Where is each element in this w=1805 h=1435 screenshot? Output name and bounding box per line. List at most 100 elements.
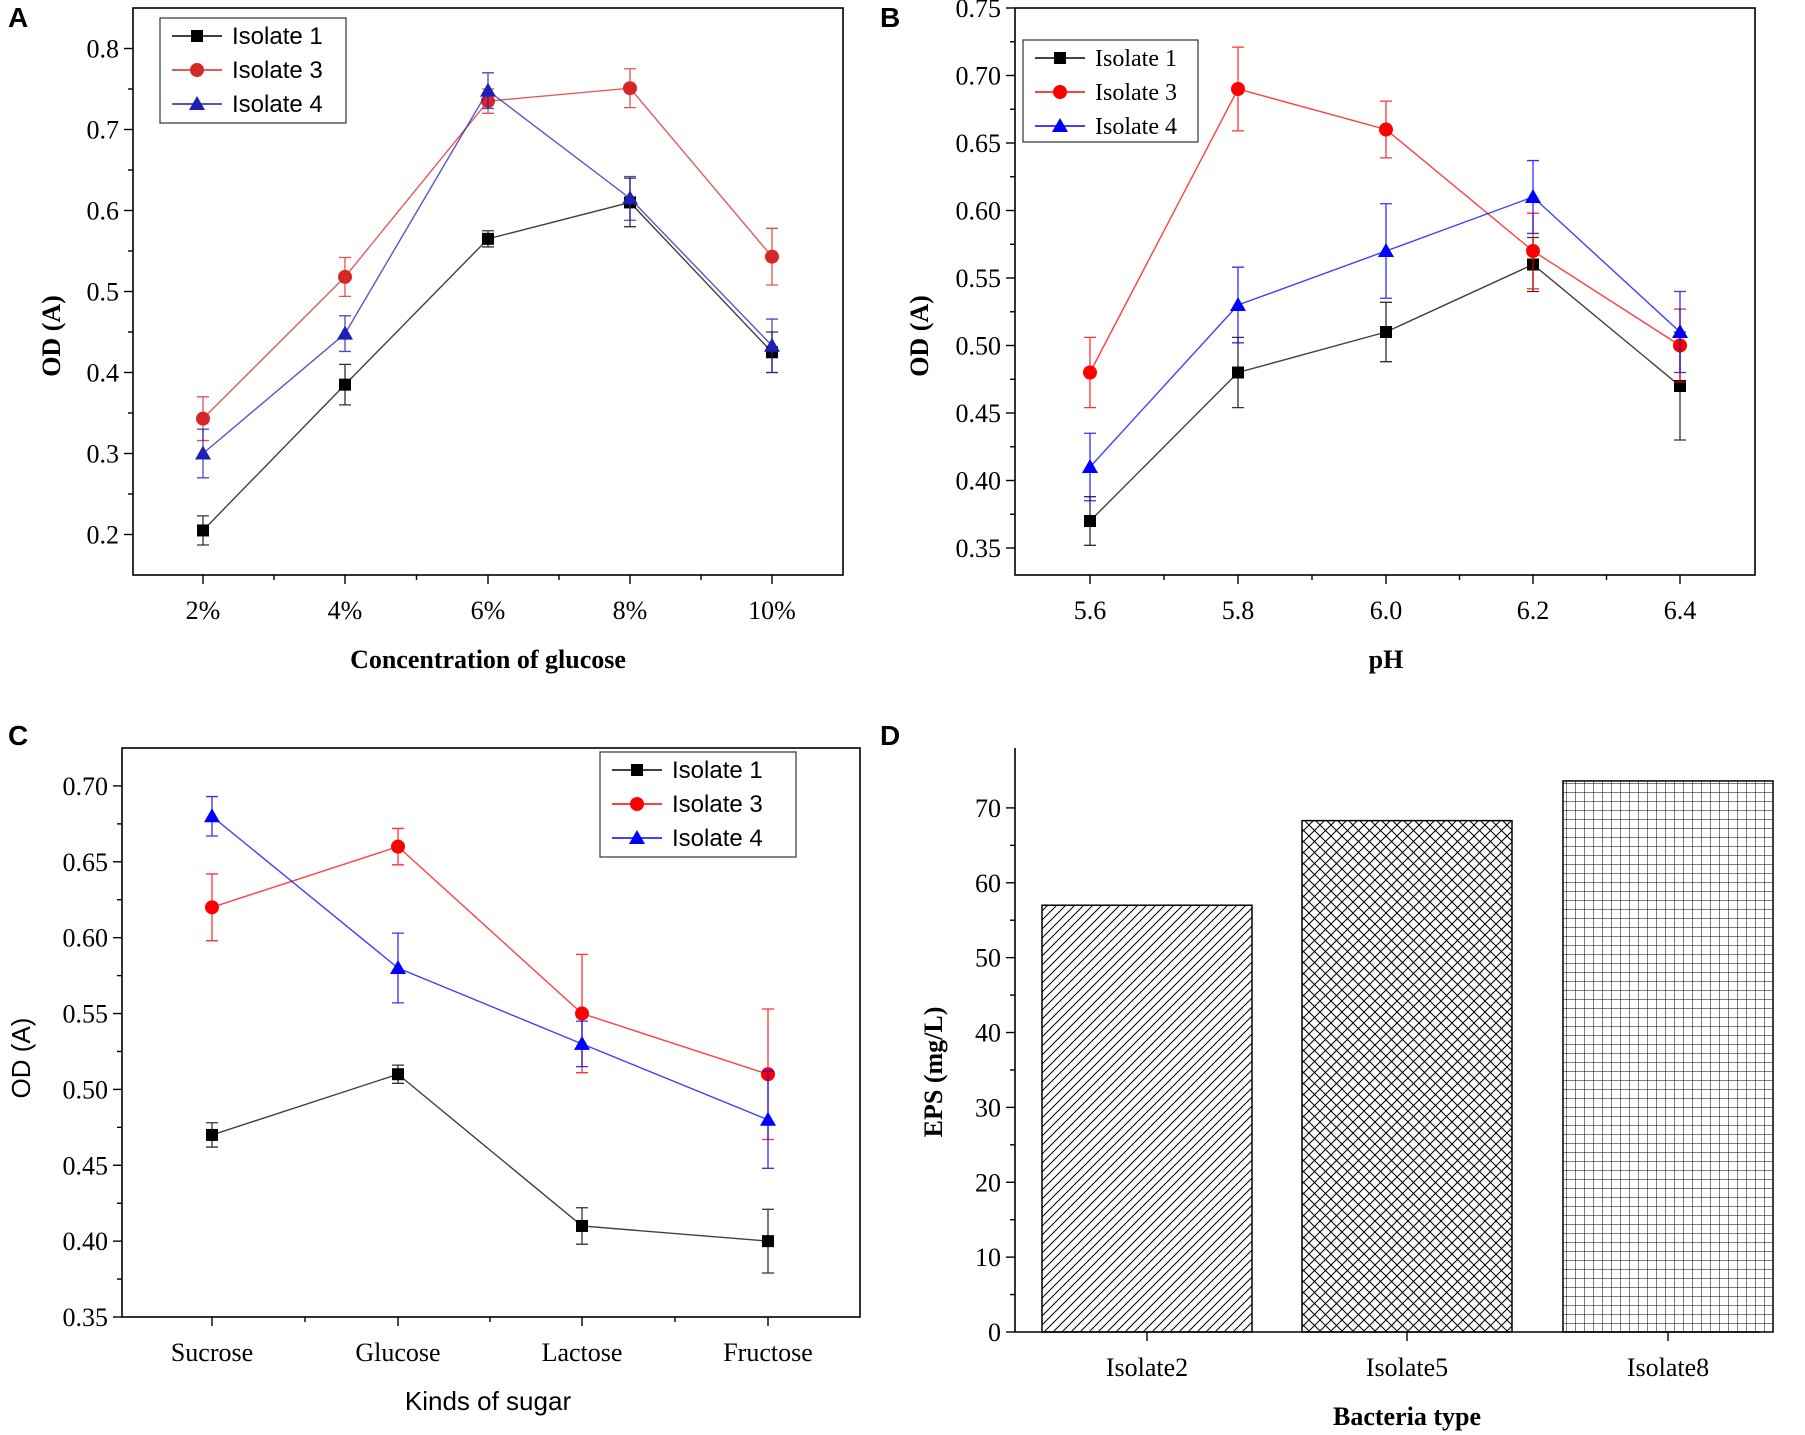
panel-d-ytick-label: 0 <box>988 1318 1001 1347</box>
data-point-square <box>206 1128 218 1141</box>
bar-isolate8 <box>1562 780 1774 1333</box>
panel-c: C 0.35 0.40 0.45 0.50 0.55 0.60 0.65 0.70 Sucros… <box>6 720 861 1416</box>
panel-a: A 0.2 0.3 0.4 0.5 0.6 0.7 0.8 2% 4% 6% 8% 10% Isola… <box>8 2 844 674</box>
panel-c-ytick-label: 0.45 <box>63 1151 109 1180</box>
data-point-triangle <box>760 1111 776 1126</box>
panel-a-ytick-label: 0.6 <box>87 197 120 226</box>
panel-b-xtick-label: 5.6 <box>1074 596 1107 625</box>
panel-a-xtick-label: 6% <box>471 596 506 625</box>
data-point-square <box>576 1219 588 1232</box>
panel-b-legend: Isolate 1 Isolate 3 Isolate 4 <box>1022 39 1199 143</box>
data-point-circle <box>391 839 405 854</box>
panel-c-ylabel: OD (A) <box>6 1018 36 1099</box>
series-line-isolate-4 <box>211 815 769 1121</box>
panel-c-xlabel: Kinds of sugar <box>405 1386 572 1416</box>
panel-b-xtick-label: 6.2 <box>1517 596 1550 625</box>
panel-b-ytick-label: 0.35 <box>956 534 1002 563</box>
data-point-square <box>762 1235 774 1248</box>
panel-letter-c: C <box>8 720 28 751</box>
legend-marker-triangle <box>189 96 205 110</box>
data-point-circle <box>1083 365 1097 380</box>
panel-b-xtick-label: 5.8 <box>1222 596 1255 625</box>
panel-a-legend: Isolate 1 Isolate 3 Isolate 4 <box>159 17 347 124</box>
panel-b-xtick-label: 6.0 <box>1370 596 1403 625</box>
panel-d-ytick-label: 70 <box>975 794 1001 823</box>
panel-a-series <box>195 68 780 546</box>
data-point-square <box>1084 515 1096 527</box>
data-point-square <box>1674 380 1686 392</box>
panel-a-xtick-label: 8% <box>613 596 648 625</box>
data-point-triangle <box>1378 243 1394 257</box>
panel-b-ytick-label: 0.55 <box>956 264 1002 293</box>
panel-c-ytick-label: 0.70 <box>63 772 109 801</box>
panel-b-ytick-label: 0.45 <box>956 399 1002 428</box>
data-point-square <box>1380 326 1392 338</box>
bar-isolate2 <box>1041 904 1253 1333</box>
panel-c-ytick-label: 0.40 <box>63 1227 109 1256</box>
panel-b: B 0.35 0.40 0.45 0.50 0.55 0.60 0.65 0.70 0.75 5.… <box>880 0 1756 674</box>
panel-letter-a: A <box>8 2 28 33</box>
data-point-circle <box>1231 82 1245 96</box>
legend-label: Isolate 4 <box>672 825 763 852</box>
data-point-square <box>392 1068 404 1081</box>
data-point-square <box>339 378 351 391</box>
panel-c-xtick-label: Sucrose <box>171 1338 253 1367</box>
data-point-square <box>197 524 209 537</box>
data-point-circle <box>205 900 219 915</box>
panel-letter-d: D <box>880 720 900 751</box>
data-point-triangle <box>574 1035 590 1050</box>
panel-b-xlabel: pH <box>1369 645 1404 674</box>
data-point-triangle <box>204 808 220 823</box>
series-line-isolate-3 <box>211 845 769 1075</box>
series-line-isolate-1 <box>211 1073 769 1242</box>
panel-a-ytick-label: 0.2 <box>87 521 120 550</box>
data-point-triangle <box>337 325 353 340</box>
series-line-isolate-1 <box>1089 263 1681 522</box>
legend-label: Isolate 3 <box>1095 80 1177 106</box>
legend-marker-triangle <box>629 830 645 844</box>
panel-d-ytick-label: 20 <box>975 1168 1001 1197</box>
panel-c-axes: 0.35 0.40 0.45 0.50 0.55 0.60 0.65 0.70 Sucrose G… <box>63 747 861 1367</box>
panel-b-ytick-label: 0.70 <box>956 62 1002 91</box>
legend-marker-circle <box>630 797 644 811</box>
panel-a-ytick-label: 0.5 <box>87 278 120 307</box>
panel-b-xtick-label: 6.4 <box>1664 596 1697 625</box>
panel-d-xtick-label: Isolate8 <box>1627 1353 1709 1382</box>
data-point-triangle <box>1082 459 1098 473</box>
panel-d-ytick-label: 10 <box>975 1243 1001 1272</box>
panel-d-xtick-label: Isolate5 <box>1366 1353 1448 1382</box>
legend-marker-square <box>191 30 203 42</box>
panel-a-xtick-label: 10% <box>748 596 796 625</box>
panel-d-ylabel: EPS (mg/L) <box>919 1007 948 1138</box>
legend-label: Isolate 3 <box>672 791 763 818</box>
panel-b-ytick-label: 0.60 <box>956 197 1002 226</box>
panel-b-ytick-label: 0.50 <box>956 332 1002 361</box>
panel-d-ytick-label: 60 <box>975 869 1001 898</box>
panel-b-axes: 0.35 0.40 0.45 0.50 0.55 0.60 0.65 0.70 0.75 5.6 5… <box>956 0 1756 625</box>
panel-a-ytick-label: 0.7 <box>87 116 120 145</box>
data-point-triangle <box>390 960 406 975</box>
legend-label: Isolate 4 <box>1095 114 1177 140</box>
data-point-triangle <box>622 190 638 205</box>
panel-c-series <box>204 795 776 1274</box>
panel-c-frame <box>121 747 861 1318</box>
series-line-isolate-1 <box>202 201 773 531</box>
panel-c-legend: Isolate 1 Isolate 3 Isolate 4 <box>599 751 797 858</box>
legend-label: Isolate 3 <box>232 57 323 84</box>
legend-label: Isolate 1 <box>1095 46 1177 72</box>
panel-c-ytick-label: 0.50 <box>63 1075 109 1104</box>
data-point-circle <box>338 269 352 284</box>
panel-a-ytick-label: 0.8 <box>87 35 120 64</box>
panel-d-xlabel: Bacteria type <box>1333 1402 1481 1431</box>
data-point-square <box>1232 366 1244 379</box>
data-point-triangle <box>764 337 780 352</box>
legend-marker-circle <box>190 63 204 77</box>
panel-a-axes: 0.2 0.3 0.4 0.5 0.6 0.7 0.8 2% 4% 6% 8% 10% <box>87 7 844 625</box>
panel-a-xlabel: Concentration of glucose <box>350 645 626 674</box>
panel-d-xtick-label: Isolate2 <box>1106 1353 1188 1382</box>
series-line-isolate-3 <box>202 87 773 420</box>
data-point-triangle <box>480 82 496 97</box>
data-point-triangle <box>1672 324 1688 338</box>
panel-d-ytick-label: 30 <box>975 1093 1001 1122</box>
